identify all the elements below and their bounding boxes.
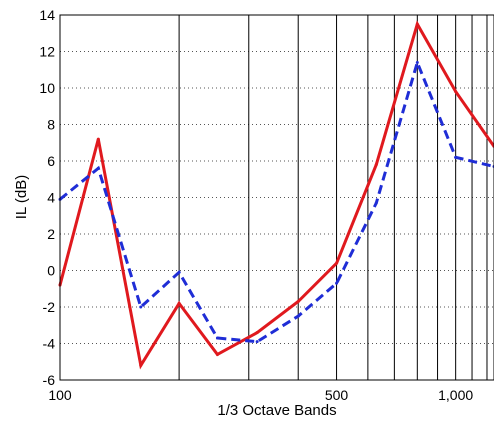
y-tick-label: 12: [39, 44, 55, 60]
y-tick-label: 6: [47, 153, 55, 169]
series-1-point: [139, 363, 143, 367]
x-axis-label: 1/3 Octave Bands: [217, 402, 336, 419]
x-tick-label: 100: [48, 387, 72, 403]
series-2-point: [374, 201, 378, 205]
x-tick-label: 500: [325, 387, 349, 403]
y-tick-label: 0: [47, 263, 55, 279]
x-tick-label: 1,000: [438, 387, 473, 403]
series-1-point: [415, 22, 419, 26]
series-2-point: [255, 340, 259, 344]
series-line-1: [58, 20, 494, 370]
series-2-point: [454, 155, 458, 159]
series-1-point: [335, 261, 339, 265]
series-2-point: [215, 336, 219, 340]
series-2-point: [296, 314, 300, 318]
series-layer: [58, 20, 494, 370]
series-1-point: [454, 90, 458, 94]
series-2-point: [177, 270, 181, 274]
y-axis-label: IL (dB): [13, 175, 30, 219]
y-tick-label: -6: [43, 372, 56, 388]
series-1-point: [96, 137, 100, 141]
y-tick-label: 10: [39, 80, 55, 96]
series-2-point: [335, 281, 339, 285]
series-1-point: [296, 300, 300, 304]
tick-labels: -6 -4 -2 0 2 4 6 8 10 12 14 100 500 1,000: [39, 7, 473, 403]
y-tick-label: 8: [47, 117, 55, 133]
y-tick-label: 2: [47, 226, 55, 242]
y-tick-label: 14: [39, 7, 55, 23]
grid: [60, 14, 494, 381]
plot-frame: [59, 14, 494, 381]
series-line-2: [59, 57, 494, 344]
series-2-point: [139, 305, 143, 309]
y-tick-label: -4: [43, 336, 56, 352]
series-1-point: [215, 352, 219, 356]
y-tick-label: -2: [43, 299, 56, 315]
series-2-point: [415, 60, 419, 64]
series-2-point: [96, 166, 100, 170]
series-1-point: [374, 163, 378, 167]
series-1-point: [177, 301, 181, 305]
series-1-point: [255, 331, 259, 335]
y-tick-label: 4: [47, 190, 55, 206]
